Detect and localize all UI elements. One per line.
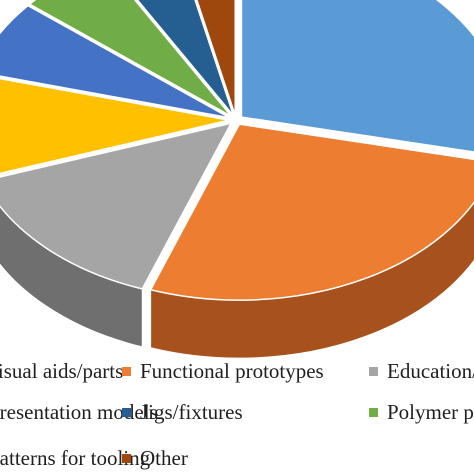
pie-slice-jigs-fixtures bbox=[136, 0, 235, 117]
legend-swatch bbox=[369, 407, 378, 417]
pie-slice-education-research bbox=[0, 122, 233, 290]
legend-label: Polymer parts bbox=[387, 399, 474, 424]
legend-label: Visual aids/parts bbox=[0, 358, 124, 383]
legend-item-jigs-fixtures: Jigs/fixtures bbox=[122, 397, 243, 427]
legend-label: Functional prototypes bbox=[140, 358, 324, 383]
legend-item-functional-prototypes: Functional prototypes bbox=[122, 356, 324, 386]
legend-label: Other bbox=[140, 445, 188, 470]
legend-item-education-research: Education/research bbox=[369, 356, 474, 386]
legend-item-other: Other bbox=[122, 443, 188, 473]
legend-item-polymer-parts: Polymer parts bbox=[369, 397, 474, 427]
legend-label: Education/research bbox=[387, 358, 474, 383]
pie-slice-presentation-models bbox=[0, 4, 231, 119]
legend-label: Jigs/fixtures bbox=[140, 399, 243, 424]
pie-slice-visual-aids bbox=[240, 0, 474, 153]
legend-item-visual-aids-parts: Visual aids/parts bbox=[0, 356, 123, 386]
legend-swatch bbox=[122, 366, 131, 376]
pie-slice-polymer-parts bbox=[28, 0, 233, 118]
legend-item-presentation-models: Presentation models bbox=[0, 397, 158, 427]
pie-slice-patterns-for-prototype-tooling bbox=[0, 77, 230, 175]
legend-swatch bbox=[122, 407, 131, 417]
legend-label: Presentation models bbox=[0, 399, 158, 424]
pie-slice-functional-prototypes bbox=[149, 123, 474, 301]
legend-swatch bbox=[122, 453, 131, 463]
pie-slice-other bbox=[196, 0, 236, 116]
legend-swatch bbox=[369, 366, 378, 376]
